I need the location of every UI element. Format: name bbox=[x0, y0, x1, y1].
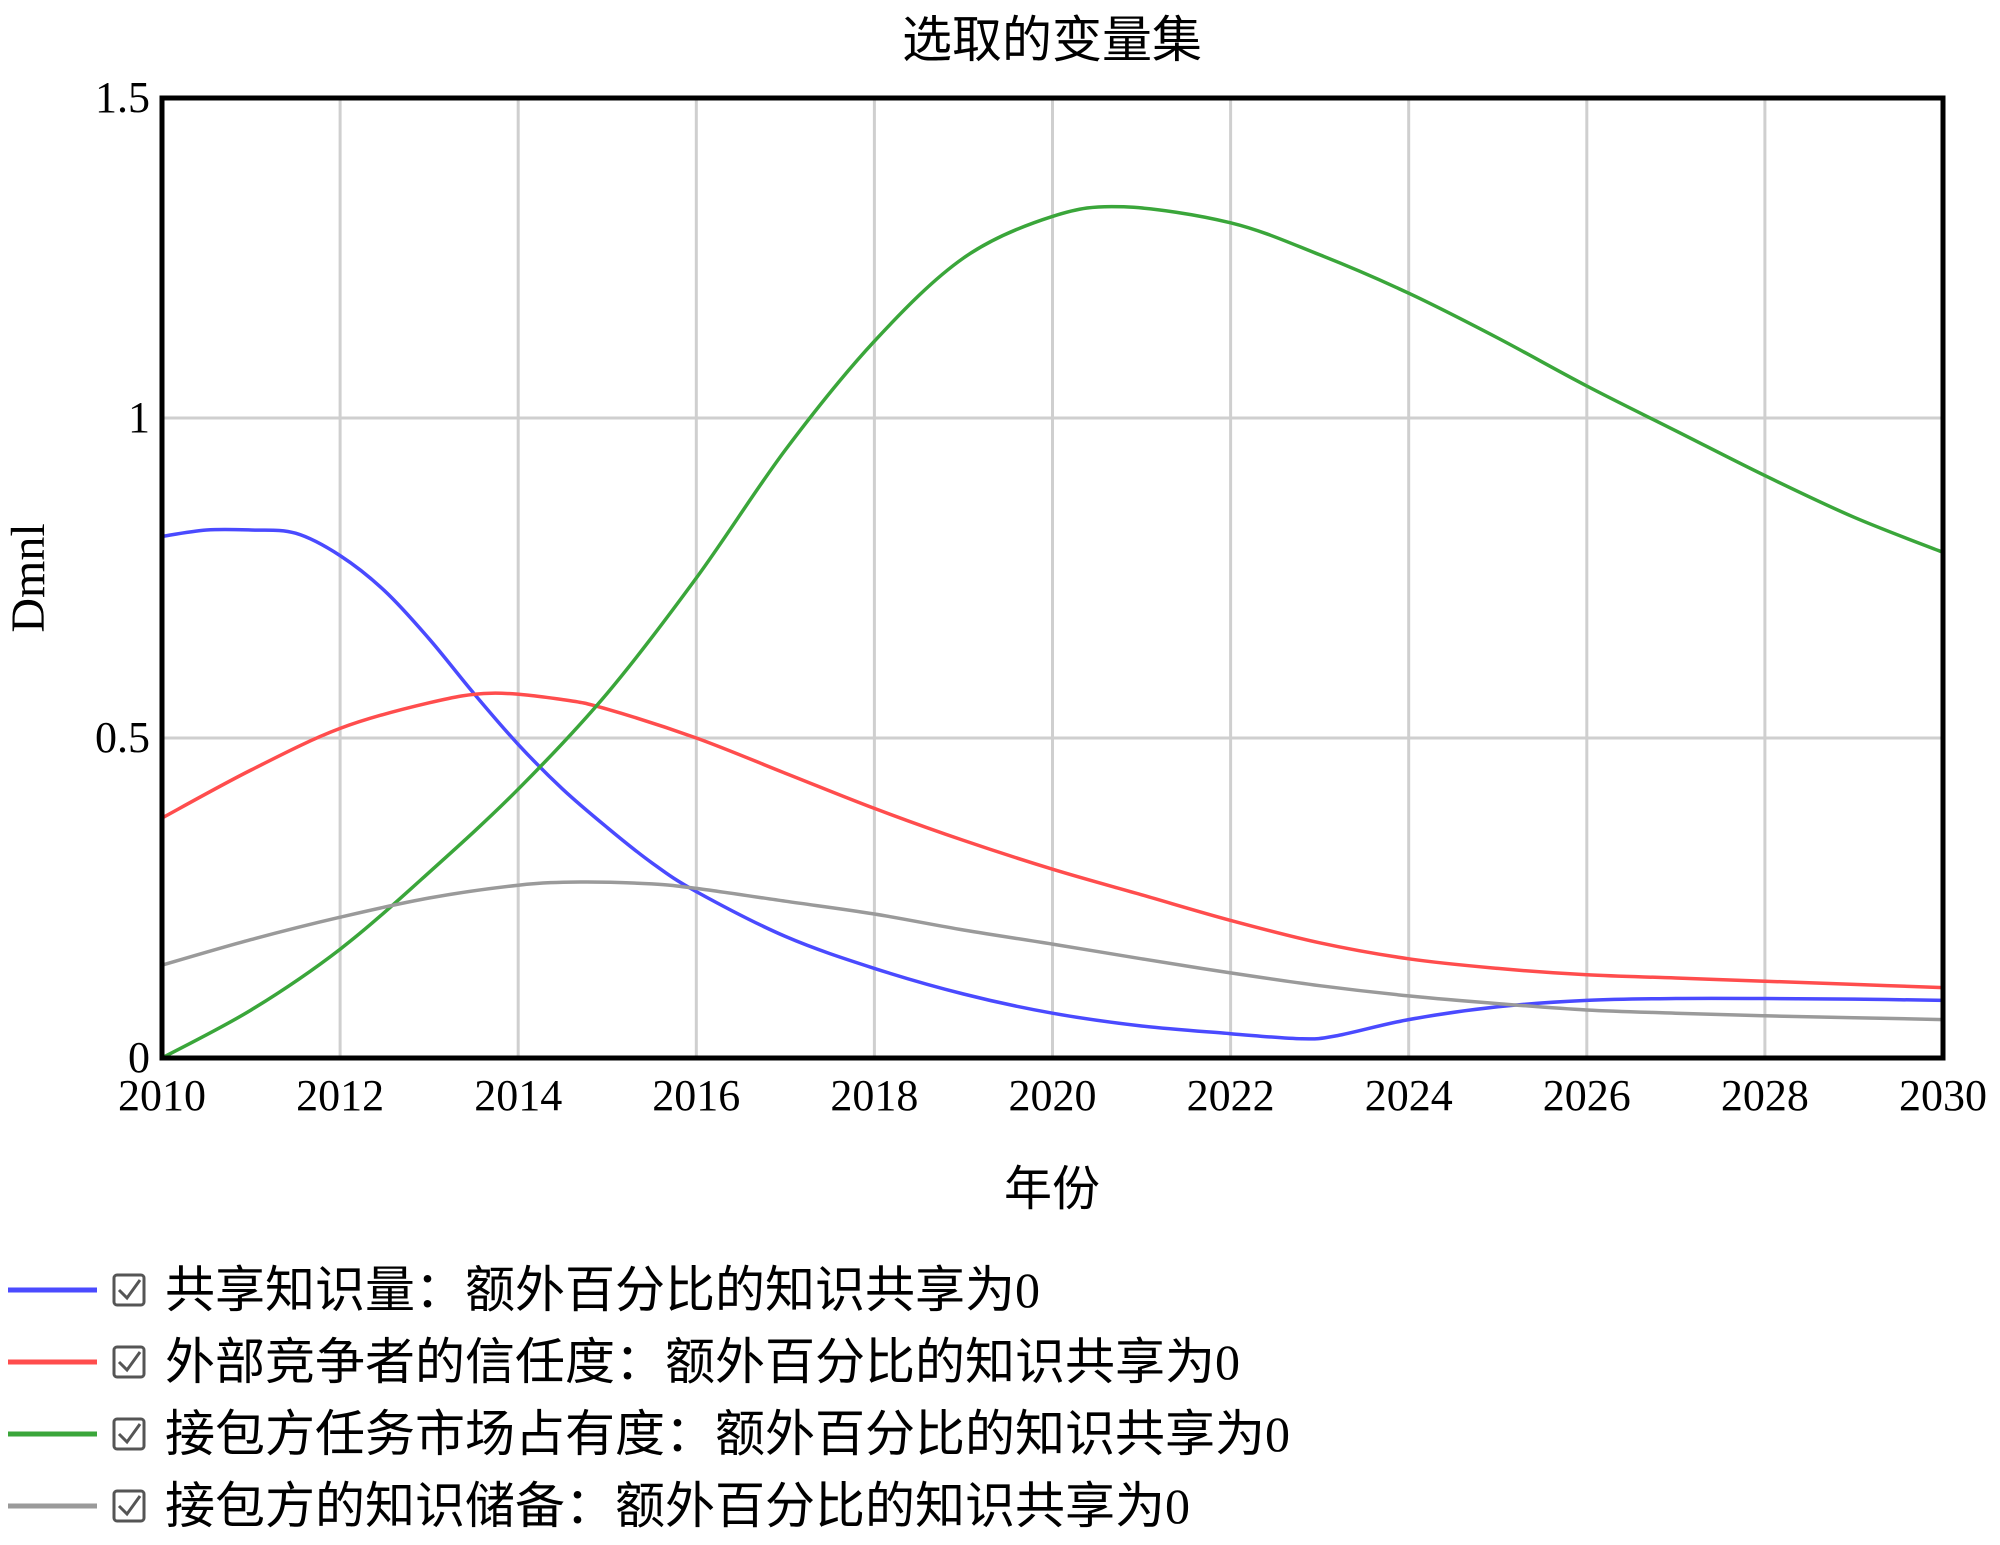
legend-label: 外部竞争者的信任度：额外百分比的知识共享为0 bbox=[165, 1334, 1240, 1390]
checkmark-icon bbox=[117, 1495, 142, 1517]
x-tick-label: 2022 bbox=[1187, 1071, 1275, 1120]
x-tick-label: 2030 bbox=[1899, 1071, 1987, 1120]
checkbox-icon[interactable] bbox=[112, 1489, 146, 1523]
legend-label: 接包方的知识储备：额外百分比的知识共享为0 bbox=[165, 1478, 1190, 1534]
series-line-1 bbox=[161, 527, 1944, 1041]
legend-label: 接包方任务市场占有度：额外百分比的知识共享为0 bbox=[165, 1406, 1290, 1462]
series-line-2 bbox=[161, 691, 1944, 990]
legend-label: 共享知识量：额外百分比的知识共享为0 bbox=[165, 1262, 1040, 1318]
legend: 共享知识量：额外百分比的知识共享为0 外部竞争者的信任度：额外百分比的知识共享为0… bbox=[8, 1262, 1290, 1534]
y-tick-label: 0.5 bbox=[95, 713, 150, 762]
checkbox-icon[interactable] bbox=[112, 1345, 146, 1379]
y-tick-label: 0 bbox=[128, 1033, 150, 1082]
series-line-3 bbox=[161, 204, 1944, 1060]
checkmark-icon bbox=[117, 1351, 142, 1373]
y-axis-title: Dmnl bbox=[2, 523, 55, 632]
x-tick-label: 2012 bbox=[296, 1071, 384, 1120]
x-tick-label: 2020 bbox=[1009, 1071, 1097, 1120]
checkbox-icon[interactable] bbox=[112, 1417, 146, 1451]
x-tick-label: 2010 bbox=[118, 1071, 206, 1120]
tick-labels: 2010 2012 2014 2016 2018 2020 2022 2024 2026 2028… bbox=[95, 73, 1987, 1120]
series-line-4 bbox=[161, 880, 1944, 1022]
checkbox-icon[interactable] bbox=[112, 1273, 146, 1307]
plot-frame bbox=[159, 95, 1946, 1061]
checkmark-icon bbox=[117, 1423, 142, 1445]
y-tick-label: 1 bbox=[128, 393, 150, 442]
x-tick-label: 2028 bbox=[1721, 1071, 1809, 1120]
x-tick-label: 2018 bbox=[830, 1071, 918, 1120]
x-tick-label: 2014 bbox=[474, 1071, 562, 1120]
chart-title: 选取的变量集 bbox=[902, 12, 1202, 68]
grid bbox=[162, 98, 1943, 1058]
x-tick-label: 2016 bbox=[652, 1071, 740, 1120]
x-axis-title: 年份 bbox=[1004, 1163, 1100, 1216]
y-tick-label: 1.5 bbox=[95, 73, 150, 122]
plot-lines bbox=[161, 204, 1944, 1060]
checkmark-icon bbox=[117, 1279, 142, 1301]
x-tick-label: 2024 bbox=[1365, 1071, 1453, 1120]
x-tick-label: 2026 bbox=[1543, 1071, 1631, 1120]
